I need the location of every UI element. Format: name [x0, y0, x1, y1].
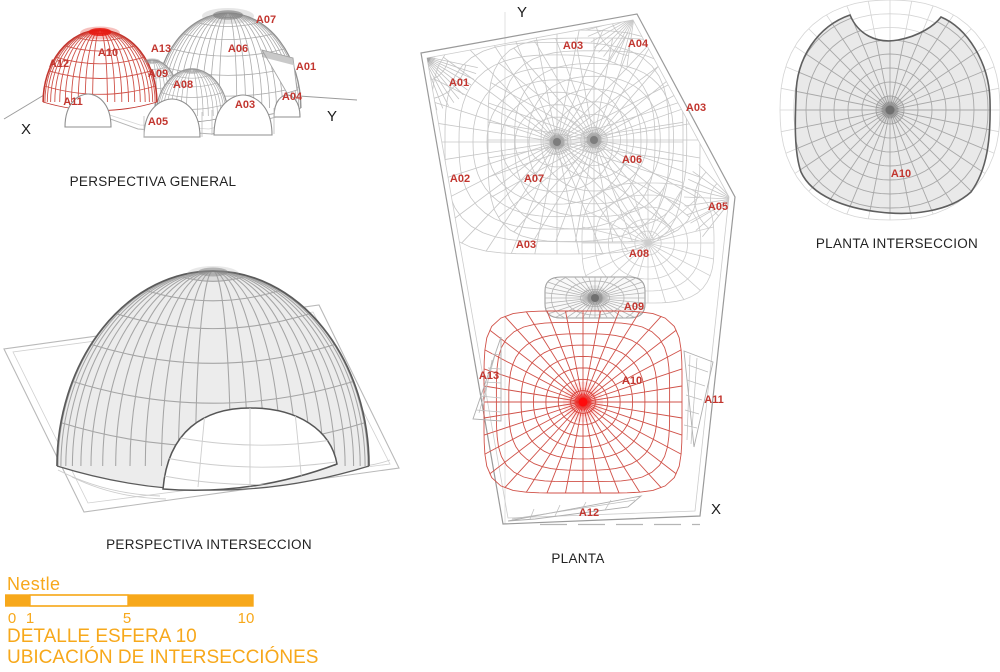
scale-tick-1: 1: [26, 610, 34, 627]
plan-label-A07: A07: [524, 173, 544, 185]
scale-tick-5: 5: [123, 610, 131, 627]
perspective-label-A06: A06: [228, 43, 248, 55]
detail-title-line2: UBICACIÓN DE INTERSECCIÓNES: [7, 647, 319, 668]
plan-label-Y: Y: [517, 4, 527, 21]
plan-label-A13: A13: [479, 370, 499, 382]
perspectiva-general-drawing: [3, 8, 358, 138]
plan-label-X: X: [711, 501, 721, 518]
perspective-label-X: X: [21, 121, 31, 138]
scale-tick-10: 10: [238, 610, 255, 627]
plan-label-A08: A08: [629, 248, 649, 260]
planta-title: PLANTA: [551, 551, 605, 566]
perspective-label-A11: A11: [63, 96, 83, 108]
perspective-label-A12: A12: [49, 58, 69, 70]
labels-layer: A07 A06 A13 A10 A12 A01 A09 A08 A04 A03 A11 A05 X Y Y A…: [21, 4, 911, 519]
plan-label-A10: A10: [622, 375, 642, 387]
perspective-label-A07: A07: [256, 14, 276, 26]
perspective-label-A05: A05: [148, 116, 168, 128]
perspectiva-general-title: PERSPECTIVA GENERAL: [69, 174, 237, 189]
planta-interseccion-title: PLANTA INTERSECCION: [815, 236, 979, 251]
plan-label-A05: A05: [708, 201, 728, 213]
logo-text: Nestle: [7, 574, 61, 594]
perspective-label-A13: A13: [151, 43, 171, 55]
plan-label-A11: A11: [704, 394, 724, 406]
planta-interseccion-drawing: [779, 0, 1000, 221]
plan-label-A09: A09: [624, 301, 644, 313]
plan-label-A03: A03: [563, 40, 583, 52]
perspective-label-A09: A09: [148, 68, 168, 80]
plan-int-label-A10: A10: [891, 168, 911, 180]
perspective-label-A08: A08: [173, 79, 193, 91]
perspective-label-Y: Y: [327, 108, 337, 125]
plan-label-A06: A06: [622, 154, 642, 166]
plan-label-A02: A02: [450, 173, 470, 185]
perspective-label-A04: A04: [282, 91, 303, 103]
perspectiva-interseccion-drawing: [3, 266, 400, 513]
scale-bar: 0 1 5 10: [5, 594, 255, 627]
scale-tick-0: 0: [8, 610, 16, 627]
plan-label-A03: A03: [686, 102, 706, 114]
plan-label-A01: A01: [449, 77, 469, 89]
perspective-label-A01: A01: [296, 61, 316, 73]
perspectiva-interseccion-title: PERSPECTIVA INTERSECCION: [106, 537, 312, 552]
detail-title-line1: DETALLE ESFERA 10: [7, 626, 197, 647]
plan-label-A12: A12: [579, 507, 599, 519]
plan-label-A03: A03: [516, 239, 536, 251]
plan-label-A04: A04: [628, 38, 649, 50]
perspective-label-A10: A10: [98, 47, 118, 59]
perspective-label-A03: A03: [235, 99, 255, 111]
